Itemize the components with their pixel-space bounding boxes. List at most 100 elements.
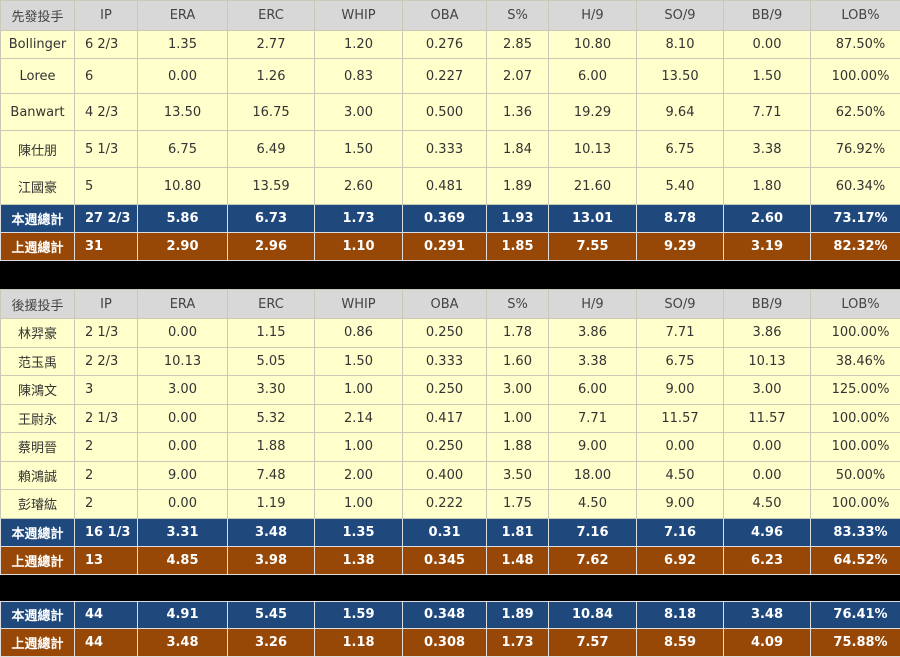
stat-cell: 5 [75, 168, 138, 205]
stat-cell: 1.38 [315, 546, 403, 574]
row-label: Loree [1, 59, 75, 94]
stat-cell: H/9 [549, 290, 637, 319]
stat-cell: 13 [75, 546, 138, 574]
stat-cell: LOB% [811, 1, 900, 31]
stat-cell: 1.80 [724, 168, 811, 205]
stat-cell: S% [487, 1, 549, 31]
row-label: 賴鴻誠 [1, 461, 75, 490]
stat-cell: 0.400 [403, 461, 487, 490]
stat-cell: 3.86 [724, 319, 811, 348]
stat-cell: 9.29 [637, 233, 724, 261]
stat-cell: WHIP [315, 290, 403, 319]
row-label: 上週總計 [1, 233, 75, 261]
stat-cell: 60.34% [811, 168, 900, 205]
stat-cell: 4.96 [724, 518, 811, 546]
stat-cell: 1.88 [228, 433, 315, 462]
stat-cell: 16.75 [228, 94, 315, 131]
stat-cell: 2.96 [228, 233, 315, 261]
stat-cell: 0.00 [138, 319, 228, 348]
stat-cell: 1.00 [315, 490, 403, 519]
stat-cell: 6.23 [724, 546, 811, 574]
stat-cell: 1.36 [487, 94, 549, 131]
stat-cell: BB/9 [724, 290, 811, 319]
stat-cell: 2 1/3 [75, 319, 138, 348]
stat-cell: 0.369 [403, 205, 487, 233]
stat-cell: 0.00 [138, 404, 228, 433]
stat-cell: 3.00 [315, 94, 403, 131]
stat-cell: 6.00 [549, 59, 637, 94]
stat-cell: 5 1/3 [75, 131, 138, 168]
stat-cell: 4.50 [549, 490, 637, 519]
stat-cell: 0.291 [403, 233, 487, 261]
stat-cell: 2.07 [487, 59, 549, 94]
stat-cell: 125.00% [811, 376, 900, 405]
stat-cell: 2.00 [315, 461, 403, 490]
stat-cell: 62.50% [811, 94, 900, 131]
stat-cell: 3.30 [228, 376, 315, 405]
stat-cell: 6.75 [138, 131, 228, 168]
stat-cell: 1.89 [487, 601, 549, 628]
stat-cell: 1.84 [487, 131, 549, 168]
stat-cell: 2.85 [487, 31, 549, 59]
stat-cell: 44 [75, 628, 138, 656]
stat-cell: SO/9 [637, 1, 724, 31]
stat-cell: 1.20 [315, 31, 403, 59]
stat-cell: 64.52% [811, 546, 900, 574]
stat-cell: 3.19 [724, 233, 811, 261]
section-header: 先發投手 [1, 1, 75, 31]
row-label: 本週總計 [1, 205, 75, 233]
stat-cell: 0.00 [138, 490, 228, 519]
stat-cell: 6 2/3 [75, 31, 138, 59]
stat-cell: 3.48 [228, 518, 315, 546]
row-label: 陳鴻文 [1, 376, 75, 405]
stat-cell: BB/9 [724, 1, 811, 31]
stat-cell: 7.62 [549, 546, 637, 574]
stat-cell: 100.00% [811, 319, 900, 348]
stat-cell: 0.333 [403, 347, 487, 376]
stat-cell: 6.00 [549, 376, 637, 405]
stat-cell: ERC [228, 1, 315, 31]
stat-cell: 19.29 [549, 94, 637, 131]
stat-cell: 73.17% [811, 205, 900, 233]
row-label: 王尉永 [1, 404, 75, 433]
stat-cell: 2 2/3 [75, 347, 138, 376]
stat-cell: 1.50 [724, 59, 811, 94]
stat-cell: 0.00 [138, 433, 228, 462]
stat-cell: 0.481 [403, 168, 487, 205]
stat-cell: 13.59 [228, 168, 315, 205]
stat-cell: 5.05 [228, 347, 315, 376]
stat-cell: 3.38 [549, 347, 637, 376]
row-label: 蔡明晉 [1, 433, 75, 462]
stat-cell: 2 [75, 490, 138, 519]
stat-cell: 3.50 [487, 461, 549, 490]
stat-cell: 0.00 [724, 31, 811, 59]
stat-cell: 3.38 [724, 131, 811, 168]
stat-cell: 2.90 [138, 233, 228, 261]
stat-cell: 3.00 [724, 376, 811, 405]
stat-cell: 76.92% [811, 131, 900, 168]
stat-cell: 7.55 [549, 233, 637, 261]
stat-cell: ERA [138, 1, 228, 31]
stat-cell: 0.276 [403, 31, 487, 59]
stat-cell: 13.50 [637, 59, 724, 94]
stat-cell: 7.57 [549, 628, 637, 656]
row-label: 林羿豪 [1, 319, 75, 348]
stat-cell: 0.250 [403, 319, 487, 348]
stat-cell: 3.31 [138, 518, 228, 546]
stat-cell: 4.85 [138, 546, 228, 574]
stat-cell: 9.64 [637, 94, 724, 131]
stat-cell: 1.35 [315, 518, 403, 546]
stat-cell: 7.71 [549, 404, 637, 433]
stat-cell: 3.48 [724, 601, 811, 628]
stat-cell: 1.75 [487, 490, 549, 519]
stat-cell: 1.15 [228, 319, 315, 348]
section-header: 後援投手 [1, 290, 75, 319]
